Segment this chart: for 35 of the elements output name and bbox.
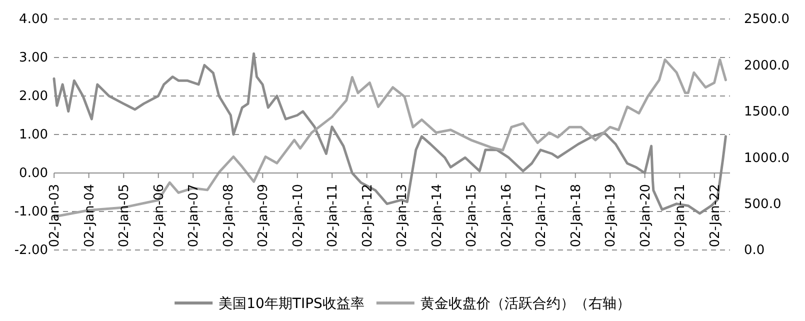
y-tick-label: 1.00 <box>19 128 48 143</box>
x-tick-label: 02-Jan-06 <box>152 184 167 248</box>
x-tick-label: 02-Jan-19 <box>604 184 619 248</box>
x-tick-label: 02-Jan-22 <box>708 184 723 248</box>
y2-tick-label: 0.0 <box>744 243 765 258</box>
x-tick-label: 02-Jan-17 <box>534 184 550 248</box>
x-tick-label: 02-Jan-10 <box>290 184 306 248</box>
x-tick-label: 02-Jan-20 <box>638 184 654 248</box>
x-tick-label: 02-Jan-04 <box>82 184 98 248</box>
x-tick-label: 02-Jan-11 <box>326 184 341 248</box>
y2-tick-label: 2000.0 <box>744 58 790 74</box>
y-tick-label: 3.00 <box>19 50 48 66</box>
x-tick-label: 02-Jan-05 <box>117 184 132 248</box>
x-tick-label: 02-Jan-18 <box>568 184 584 248</box>
y-tick-label: -2.00 <box>14 243 48 258</box>
x-tick-label: 02-Jan-13 <box>395 184 410 248</box>
x-tick-label: 02-Jan-16 <box>499 184 514 248</box>
x-tick-label: 02-Jan-15 <box>464 184 480 248</box>
y-tick-label: 4.00 <box>19 12 48 28</box>
legend-label: 黄金收盘价（活跃合约）（右轴） <box>420 296 630 312</box>
x-tick-label: 02-Jan-21 <box>673 184 688 248</box>
legend-label: 美国10年期TIPS收益率 <box>218 296 364 312</box>
x-tick-label: 02-Jan-07 <box>186 184 202 248</box>
x-tick-label: 02-Jan-14 <box>430 184 445 248</box>
x-tick-label: 02-Jan-09 <box>256 184 272 248</box>
y2-tick-label: 1000.0 <box>744 150 790 166</box>
x-tick-label: 02-Jan-12 <box>360 184 376 248</box>
y2-tick-label: 2500.0 <box>744 12 790 28</box>
y-tick-label: -1.00 <box>14 204 48 220</box>
x-tick-label: 02-Jan-03 <box>48 184 63 248</box>
y-tick-label: 2.00 <box>19 89 48 104</box>
y-tick-label: 0.00 <box>19 166 48 182</box>
y2-tick-label: 1500.0 <box>744 104 790 120</box>
y2-tick-label: 500.0 <box>744 196 782 212</box>
x-tick-label: 02-Jan-08 <box>221 184 236 248</box>
